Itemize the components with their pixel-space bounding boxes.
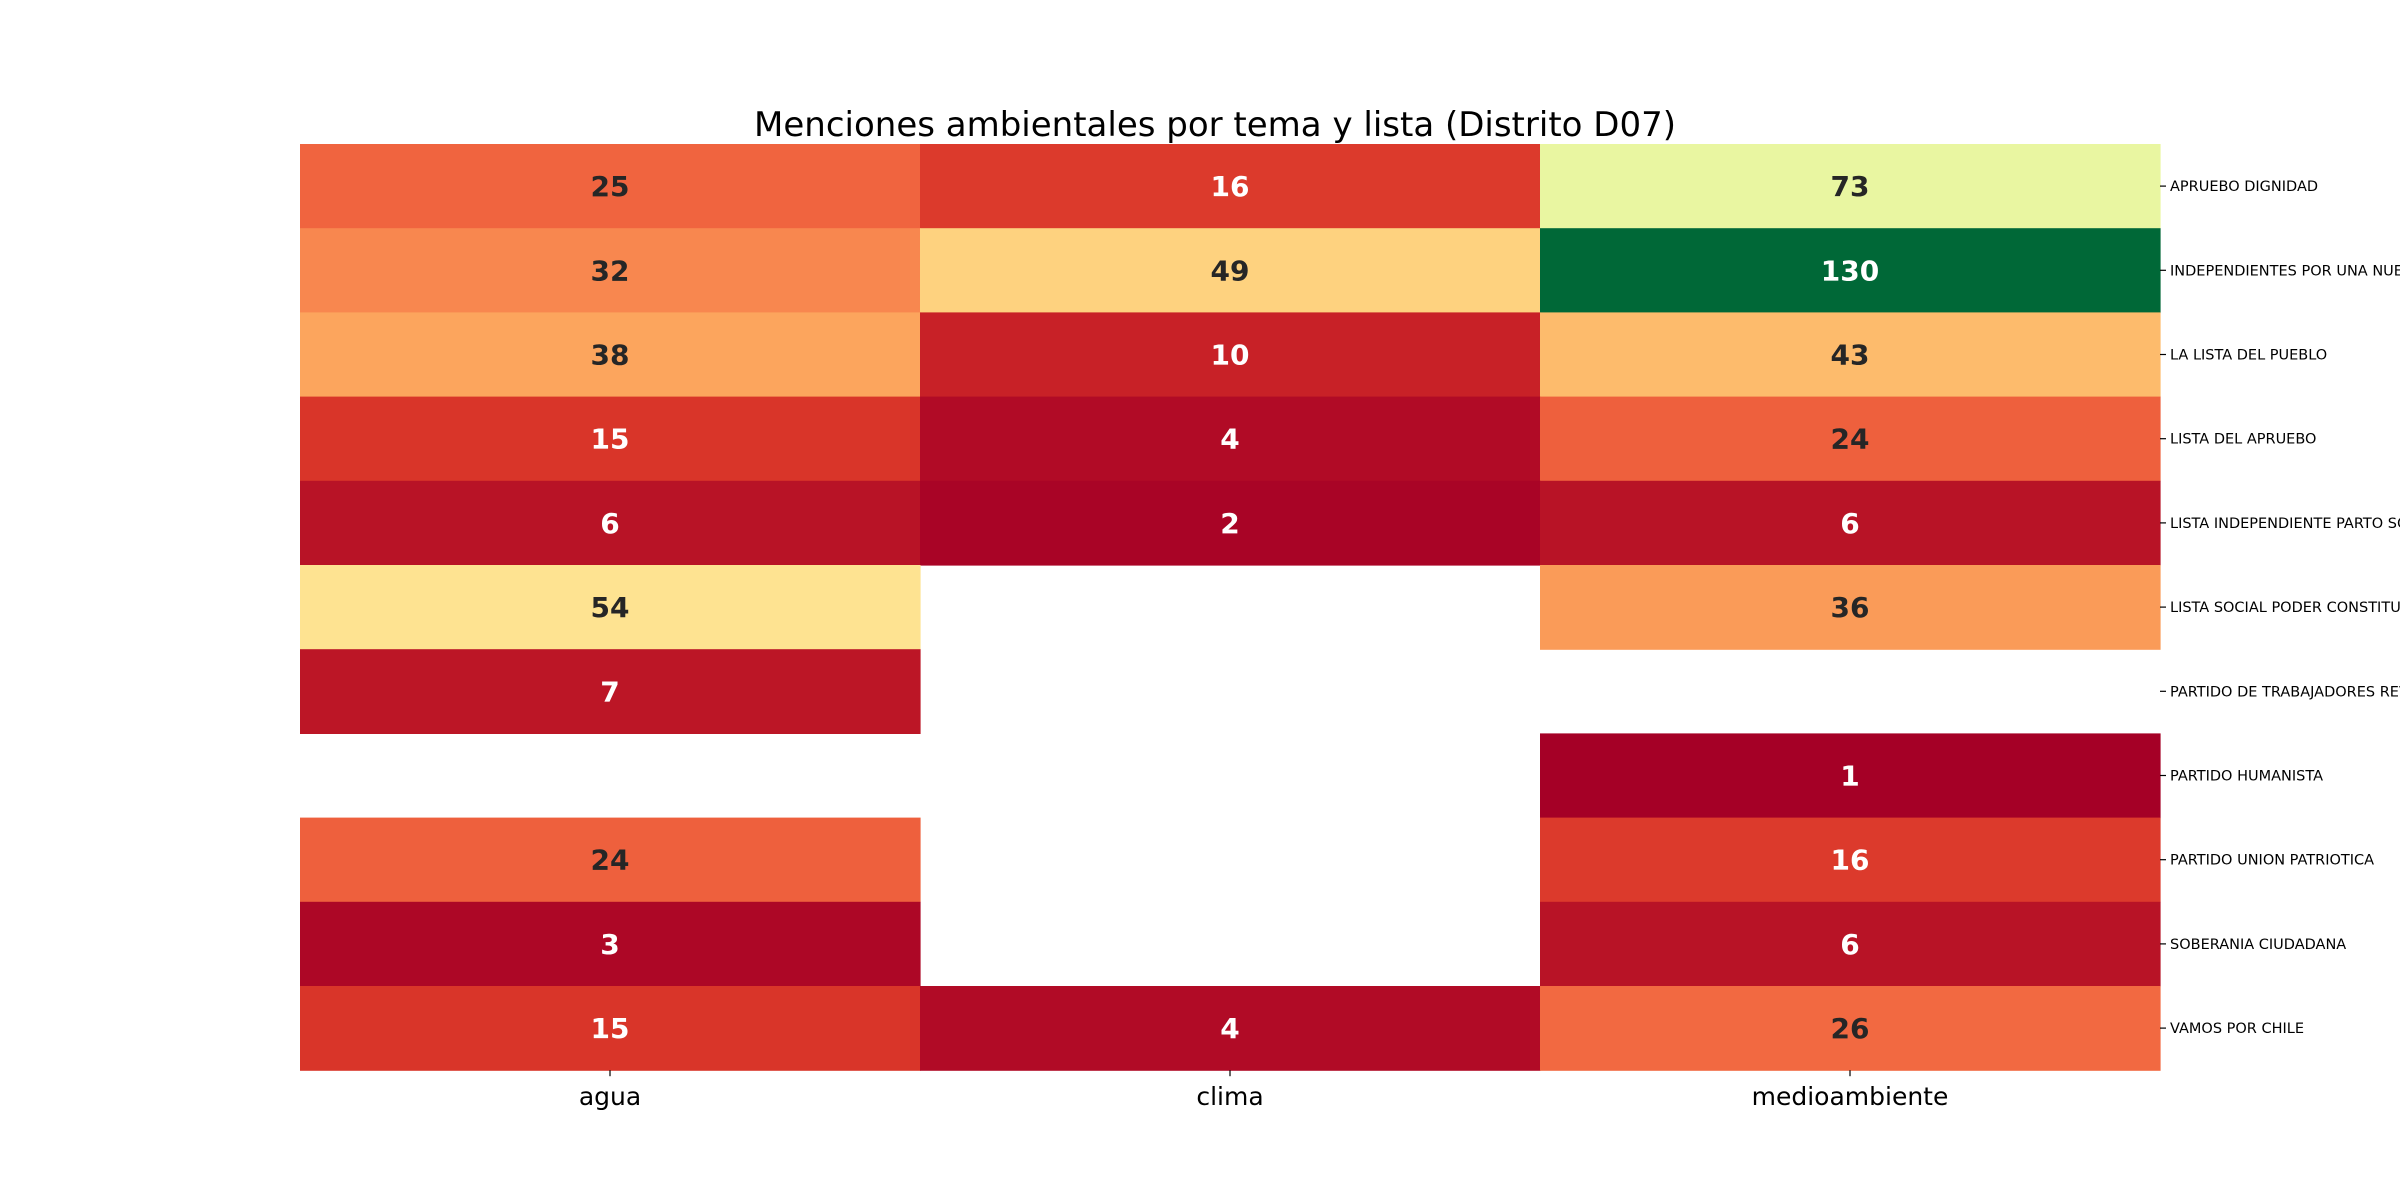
cell-value-label: 15 [591, 1012, 630, 1045]
heatmap-cell [920, 312, 1541, 398]
x-tick-label: agua [579, 1082, 641, 1111]
heatmap-cell [1540, 144, 2161, 229]
heatmap-cell [300, 565, 921, 650]
cell-value-label: 6 [600, 507, 619, 540]
cell-value-label: 4 [1220, 1012, 1239, 1045]
x-axis-ticks: agua clima medioambiente [579, 1070, 1949, 1111]
cell-value-label: 130 [1821, 254, 1879, 287]
y-tick-label: LA LISTA DEL PUEBLO [2170, 348, 2327, 364]
heatmap-cell [300, 312, 921, 398]
y-tick-label: PARTIDO UNION PATRIOTICA [2170, 853, 2374, 869]
y-tick-label: INDEPENDIENTES POR UNA NUEVA CONSTITUCIO… [2170, 263, 2400, 279]
heatmap-cell [300, 986, 921, 1071]
cell-value-label: 10 [1211, 339, 1250, 372]
cell-value-label: 4 [1220, 423, 1239, 456]
cell-value-label: 2 [1220, 507, 1239, 540]
heatmap-cell [920, 228, 1541, 313]
cell-value-label: 26 [1831, 1012, 1870, 1045]
heatmap-cell [1540, 312, 2161, 398]
cell-value-label: 16 [1831, 844, 1870, 877]
x-tick-label: medioambiente [1752, 1082, 1949, 1111]
cell-value-label: 36 [1831, 591, 1870, 624]
y-tick-label: PARTIDO DE TRABAJADORES REVOLUCIONARIOS [2170, 684, 2400, 700]
heatmap-cell [1540, 901, 2161, 987]
cell-value-label: 54 [591, 591, 630, 624]
y-tick-label: SOBERANIA CIUDADANA [2170, 937, 2346, 953]
cell-value-label: 73 [1831, 170, 1870, 203]
cell-value-label: 24 [591, 844, 630, 877]
heatmap-cell [300, 480, 921, 566]
heatmap-cell [920, 144, 1541, 229]
y-tick-label: LISTA DEL APRUEBO [2170, 432, 2316, 448]
y-tick-label: VAMOS POR CHILE [2170, 1021, 2304, 1037]
heatmap-cell [920, 480, 1541, 566]
y-axis-ticks: APRUEBO DIGNIDAD INDEPENDIENTES POR UNA N… [2160, 179, 2400, 1037]
cell-value-label: 15 [591, 423, 630, 456]
cell-value-label: 3 [600, 928, 619, 961]
heatmap-cell [1540, 817, 2161, 903]
y-tick-label: LISTA SOCIAL PODER CONSTITUYENTE [2170, 600, 2400, 616]
cell-value-label: 1 [1840, 760, 1859, 793]
cell-value-label: 6 [1840, 928, 1859, 961]
heatmap-cell [1540, 396, 2161, 482]
x-tick-label: clima [1196, 1082, 1263, 1111]
cell-value-label: 6 [1840, 507, 1859, 540]
heatmap-cell [300, 649, 921, 734]
cell-value-label: 16 [1211, 170, 1250, 203]
heatmap-cell [920, 396, 1541, 482]
heatmap-cell [300, 396, 921, 482]
cell-value-label: 43 [1831, 339, 1870, 372]
cell-value-label: 24 [1831, 423, 1870, 456]
chart-title: Menciones ambientales por tema y lista (… [754, 105, 1676, 145]
heatmap-cell [1540, 480, 2161, 566]
heatmap-cell [300, 144, 921, 229]
cell-value-label: 32 [591, 254, 630, 287]
cell-value-label: 7 [600, 675, 619, 708]
heatmap-cell [1540, 986, 2161, 1071]
heatmap-cell [1540, 565, 2161, 650]
cell-value-label: 38 [591, 339, 630, 372]
heatmap-cell [300, 228, 921, 313]
heatmap-cell [300, 901, 921, 987]
heatmap-cell [920, 986, 1541, 1071]
y-tick-label: APRUEBO DIGNIDAD [2170, 179, 2318, 195]
heatmap-cell [1540, 733, 2161, 819]
y-tick-label: PARTIDO HUMANISTA [2170, 769, 2323, 785]
y-tick-label: LISTA INDEPENDIENTE PARTO SOCIAL [2170, 516, 2400, 532]
cell-value-label: 25 [591, 170, 630, 203]
heatmap-cell [300, 817, 921, 903]
cell-value-label: 49 [1211, 254, 1250, 287]
heatmap-cell [1540, 228, 2161, 313]
